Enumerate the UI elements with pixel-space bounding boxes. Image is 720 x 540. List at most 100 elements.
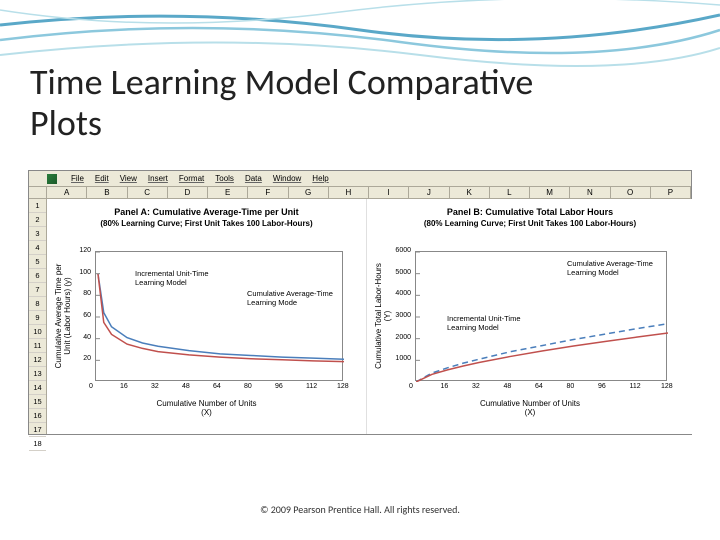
- panel-a-svg: [96, 252, 344, 382]
- ytick: 100: [71, 269, 91, 276]
- col-header-f[interactable]: F: [248, 187, 288, 198]
- xtick: 96: [598, 383, 606, 390]
- panel-a-xlabel: Cumulative Number of Units(X): [47, 399, 366, 417]
- xtick: 112: [630, 383, 641, 390]
- ytick: 6000: [391, 247, 411, 254]
- col-header-c[interactable]: C: [128, 187, 168, 198]
- menu-file[interactable]: File: [71, 174, 84, 183]
- panel-a-title: Panel A: Cumulative Average-Time per Uni…: [47, 199, 366, 219]
- col-header-i[interactable]: I: [369, 187, 409, 198]
- ytick: 5000: [391, 269, 411, 276]
- col-header-b[interactable]: B: [87, 187, 127, 198]
- panel-a-legend-cum: Cumulative Average-TimeLearning Mode: [247, 289, 333, 307]
- row-header-11[interactable]: 11: [29, 339, 46, 353]
- row-header-18[interactable]: 18: [29, 437, 46, 451]
- panel-b-legend-cum: Cumulative Average-TimeLearning Model: [567, 259, 653, 277]
- col-header-a[interactable]: A: [47, 187, 87, 198]
- ytick: 1000: [391, 355, 411, 362]
- row-header-15[interactable]: 15: [29, 395, 46, 409]
- col-header-n[interactable]: N: [570, 187, 610, 198]
- xtick: 32: [151, 383, 159, 390]
- col-header-l[interactable]: L: [490, 187, 530, 198]
- col-header-d[interactable]: D: [168, 187, 208, 198]
- panel-a: Panel A: Cumulative Average-Time per Uni…: [47, 199, 367, 434]
- row-header-9[interactable]: 9: [29, 311, 46, 325]
- xtick: 64: [213, 383, 221, 390]
- row-header-14[interactable]: 14: [29, 381, 46, 395]
- xtick: 0: [409, 383, 413, 390]
- menu-tools[interactable]: Tools: [215, 174, 234, 183]
- slide-title: Time Learning Model Comparative Plots: [30, 62, 533, 145]
- xtick: 16: [120, 383, 128, 390]
- ytick: 120: [71, 247, 91, 254]
- excel-screenshot: File Edit View Insert Format Tools Data …: [28, 170, 692, 435]
- col-header-j[interactable]: J: [409, 187, 449, 198]
- xtick: 80: [567, 383, 575, 390]
- col-header-p[interactable]: P: [651, 187, 691, 198]
- menu-format[interactable]: Format: [179, 174, 204, 183]
- col-header-o[interactable]: O: [611, 187, 651, 198]
- xtick: 64: [535, 383, 543, 390]
- xtick: 16: [441, 383, 449, 390]
- panel-b: Panel B: Cumulative Total Labor Hours (8…: [367, 199, 693, 434]
- row-header-16[interactable]: 16: [29, 409, 46, 423]
- panel-a-subtitle: (80% Learning Curve; First Unit Takes 10…: [47, 219, 366, 229]
- xtick: 96: [275, 383, 283, 390]
- col-header-k[interactable]: K: [450, 187, 490, 198]
- ytick: 4000: [391, 290, 411, 297]
- panel-b-subtitle: (80% Learning Curve; First Unit Takes 10…: [367, 219, 693, 229]
- ytick: 2000: [391, 334, 411, 341]
- copyright: © 2009 Pearson Prentice Hall. All rights…: [0, 503, 720, 516]
- xtick: 80: [244, 383, 252, 390]
- xtick: 112: [306, 383, 317, 390]
- xtick: 32: [472, 383, 480, 390]
- col-header-g[interactable]: G: [289, 187, 329, 198]
- col-header-e[interactable]: E: [208, 187, 248, 198]
- menu-view[interactable]: View: [120, 174, 137, 183]
- row-header-17[interactable]: 17: [29, 423, 46, 437]
- ytick: 80: [71, 290, 91, 297]
- panel-a-legend-inc: Incremental Unit-TimeLearning Model: [135, 269, 209, 287]
- row-header-10[interactable]: 10: [29, 325, 46, 339]
- xtick: 48: [504, 383, 512, 390]
- panel-b-title: Panel B: Cumulative Total Labor Hours: [367, 199, 693, 219]
- row-header-4[interactable]: 4: [29, 241, 46, 255]
- row-headers: 123456789101112131415161718: [29, 199, 47, 434]
- select-all-corner[interactable]: [29, 187, 47, 198]
- row-header-12[interactable]: 12: [29, 353, 46, 367]
- xtick: 0: [89, 383, 93, 390]
- row-header-7[interactable]: 7: [29, 283, 46, 297]
- panel-a-ylabel: Cumulative Average Time perUnit (Labor H…: [54, 256, 72, 376]
- column-headers: ABCDEFGHIJKLMNOP: [29, 187, 691, 199]
- ytick: 60: [71, 312, 91, 319]
- menu-data[interactable]: Data: [245, 174, 262, 183]
- col-header-m[interactable]: M: [530, 187, 570, 198]
- ytick: 3000: [391, 312, 411, 319]
- row-header-1[interactable]: 1: [29, 199, 46, 213]
- excel-menubar: File Edit View Insert Format Tools Data …: [29, 171, 691, 187]
- xtick: 128: [661, 383, 673, 390]
- panel-b-legend-inc: Incremental Unit-TimeLearning Model: [447, 314, 521, 332]
- row-header-13[interactable]: 13: [29, 367, 46, 381]
- title-line1: Time Learning Model Comparative: [30, 60, 533, 104]
- sheet-body: 123456789101112131415161718 Panel A: Cum…: [29, 199, 691, 434]
- excel-app-icon: [47, 174, 57, 184]
- row-header-3[interactable]: 3: [29, 227, 46, 241]
- menu-help[interactable]: Help: [312, 174, 328, 183]
- menu-edit[interactable]: Edit: [95, 174, 109, 183]
- menu-insert[interactable]: Insert: [148, 174, 168, 183]
- xtick: 128: [337, 383, 349, 390]
- menu-window[interactable]: Window: [273, 174, 301, 183]
- ytick: 20: [71, 355, 91, 362]
- row-header-8[interactable]: 8: [29, 297, 46, 311]
- col-header-h[interactable]: H: [329, 187, 369, 198]
- title-line2: Plots: [30, 101, 102, 145]
- panel-b-xlabel: Cumulative Number of Units(X): [367, 399, 693, 417]
- row-header-6[interactable]: 6: [29, 269, 46, 283]
- xtick: 48: [182, 383, 190, 390]
- row-header-5[interactable]: 5: [29, 255, 46, 269]
- charts-area: Panel A: Cumulative Average-Time per Uni…: [47, 199, 691, 434]
- row-header-2[interactable]: 2: [29, 213, 46, 227]
- panel-a-plot: [95, 251, 343, 381]
- ytick: 40: [71, 334, 91, 341]
